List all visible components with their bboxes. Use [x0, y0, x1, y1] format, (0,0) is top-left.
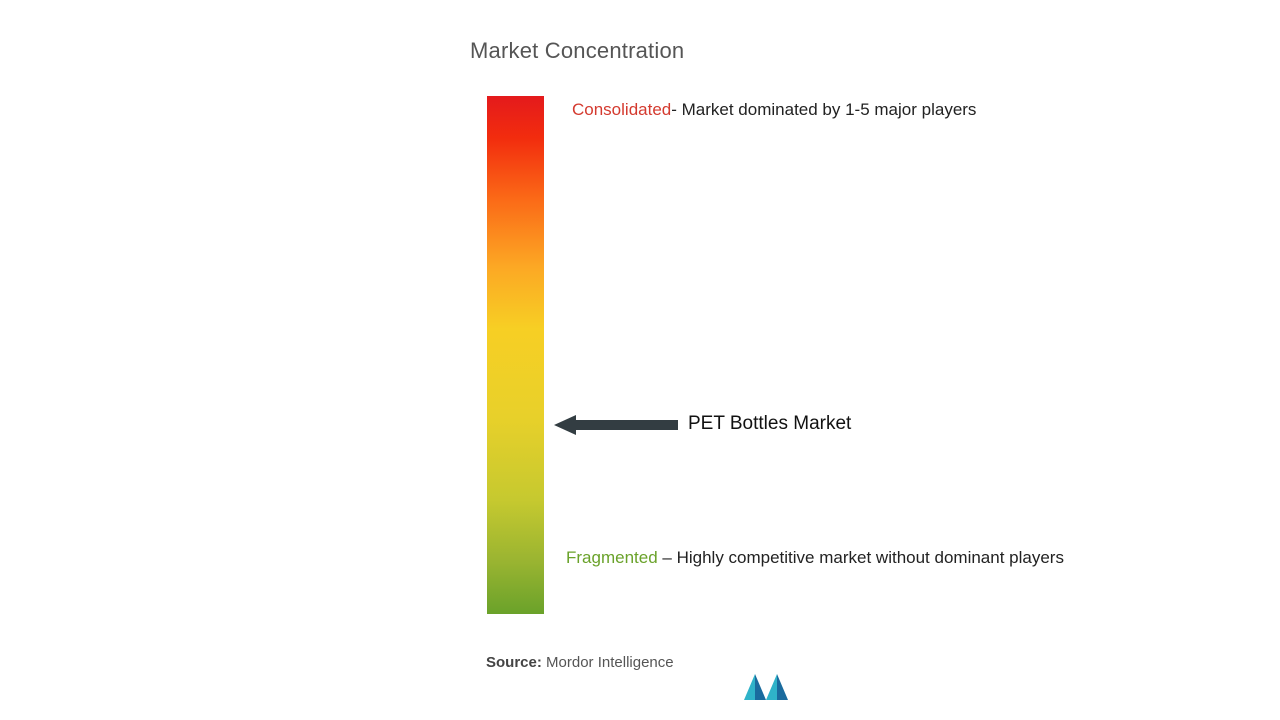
consolidated-label: Consolidated- Market dominated by 1-5 ma… — [572, 96, 1092, 123]
fragmented-label: Fragmented – Highly competitive market w… — [566, 544, 1076, 571]
brand-logo — [744, 674, 788, 700]
fragmented-desc: – Highly competitive market without domi… — [658, 548, 1064, 567]
fragmented-term: Fragmented — [566, 548, 658, 567]
source-line: Source: Mordor Intelligence — [486, 654, 674, 671]
marker-arrow — [554, 415, 678, 435]
source-key: Source: — [486, 654, 542, 671]
consolidated-term: Consolidated — [572, 100, 671, 119]
marker-label: PET Bottles Market — [688, 413, 851, 435]
chart-title: Market Concentration — [470, 38, 684, 64]
source-value: Mordor Intelligence — [546, 654, 674, 671]
concentration-gradient-bar — [487, 96, 544, 614]
consolidated-desc: - Market dominated by 1-5 major players — [671, 100, 976, 119]
